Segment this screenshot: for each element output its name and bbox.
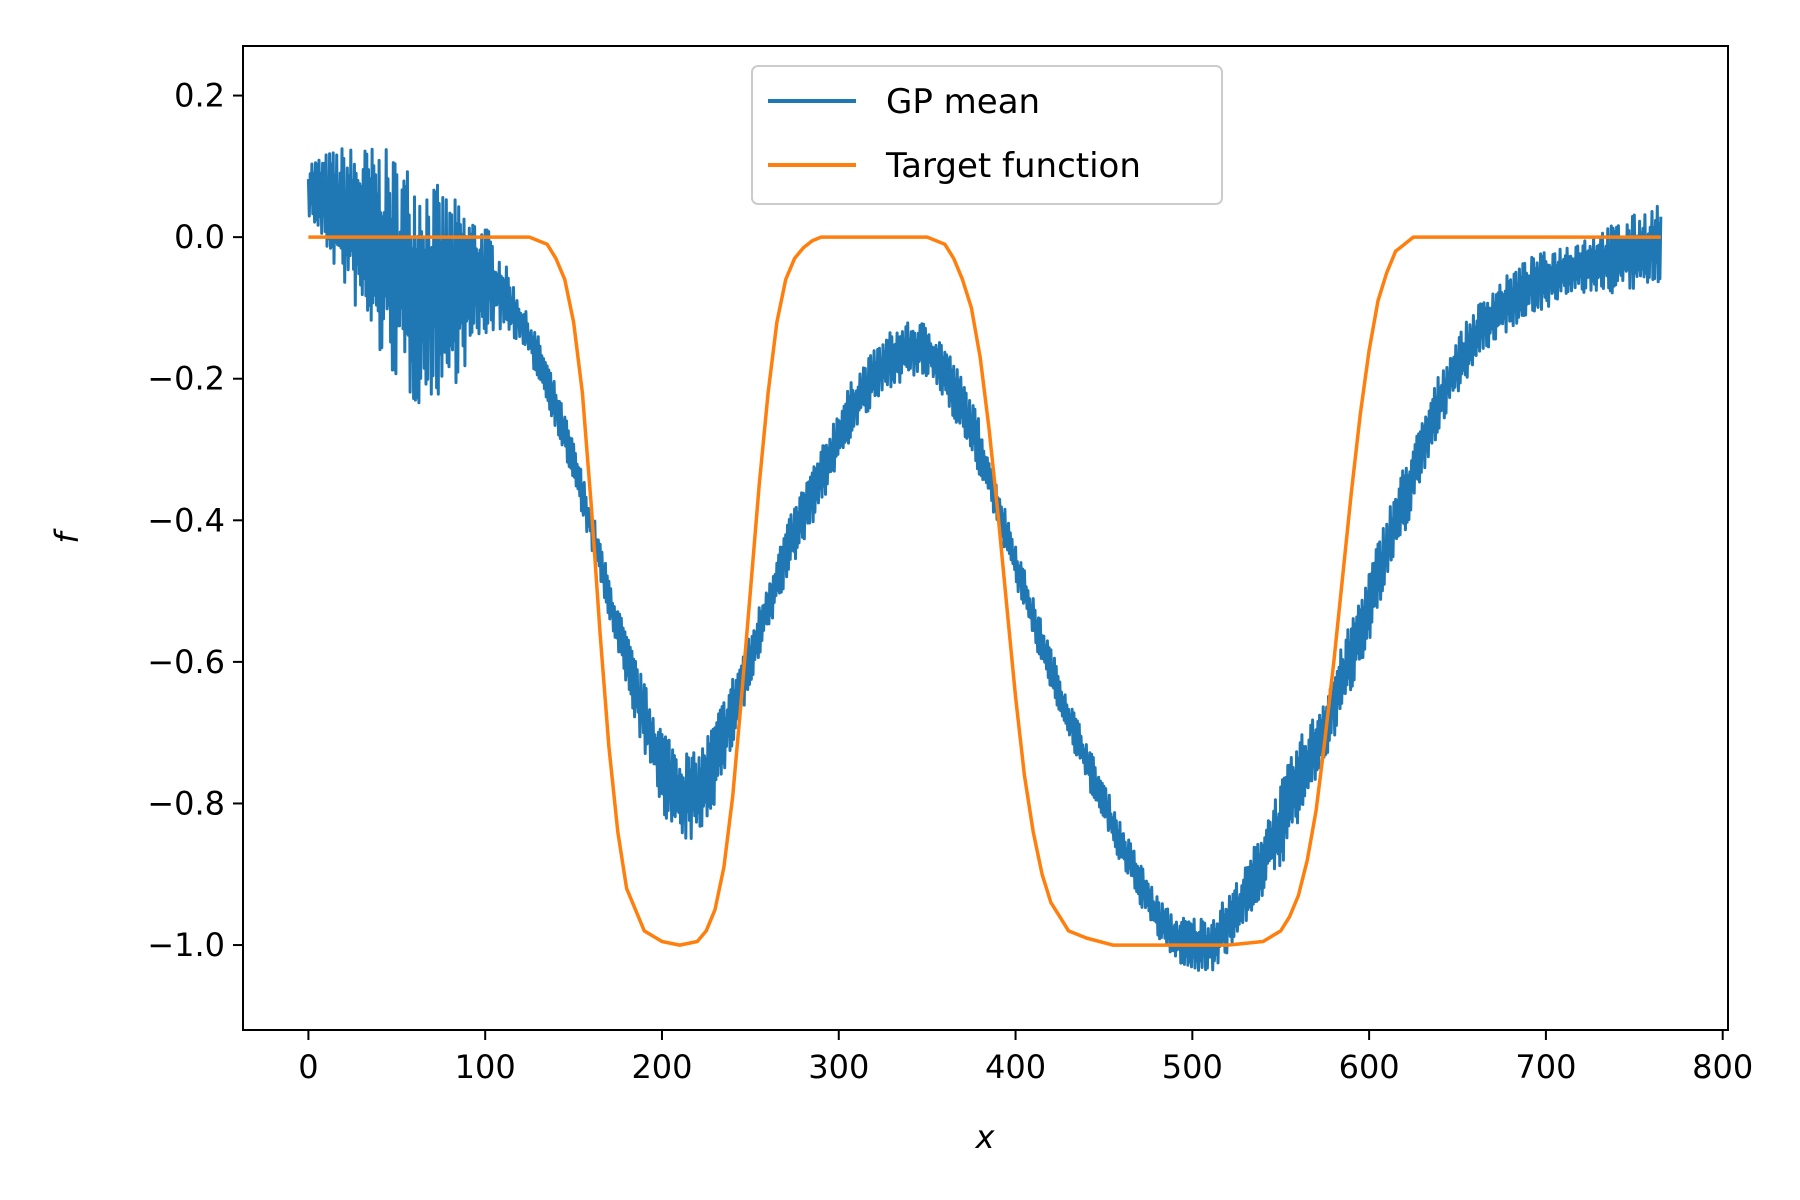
y-tick-label: −0.2	[147, 360, 225, 398]
y-tick-label: −0.4	[147, 501, 225, 539]
legend-label-gp-mean: GP mean	[886, 82, 1040, 122]
plot-frame	[242, 45, 1729, 1031]
series-layer	[306, 147, 1663, 972]
y-axis: 0.2 0.0 −0.2 −0.4 −0.6 −0.8 −1.0	[147, 77, 243, 964]
y-tick-label: 0.0	[174, 218, 225, 256]
x-tick-label: 400	[985, 1048, 1046, 1086]
x-tick-label: 500	[1162, 1048, 1223, 1086]
legend-label-target-function: Target function	[885, 146, 1141, 186]
plot-area	[243, 46, 1728, 1030]
x-tick-label: 700	[1515, 1048, 1576, 1086]
legend-frame	[751, 65, 1223, 205]
x-tick-label: 300	[808, 1048, 869, 1086]
x-tick-label: 200	[631, 1048, 692, 1086]
y-tick-label: −1.0	[147, 926, 225, 964]
x-axis: 0 100 200 300 400 500 600 700 800	[298, 1030, 1753, 1086]
y-tick-label: −0.6	[147, 643, 225, 681]
x-axis-label: x	[975, 1118, 996, 1156]
x-tick-label: 800	[1692, 1048, 1753, 1086]
y-tick-label: −0.8	[147, 784, 225, 822]
y-tick-label: 0.2	[174, 77, 225, 115]
series-line-gp-mean	[306, 147, 1663, 972]
x-tick-label: 0	[298, 1048, 318, 1086]
x-tick-label: 600	[1339, 1048, 1400, 1086]
series-line-target-function	[308, 235, 1661, 947]
legend: GP mean Target function	[751, 65, 1223, 205]
x-tick-label: 100	[455, 1048, 516, 1086]
